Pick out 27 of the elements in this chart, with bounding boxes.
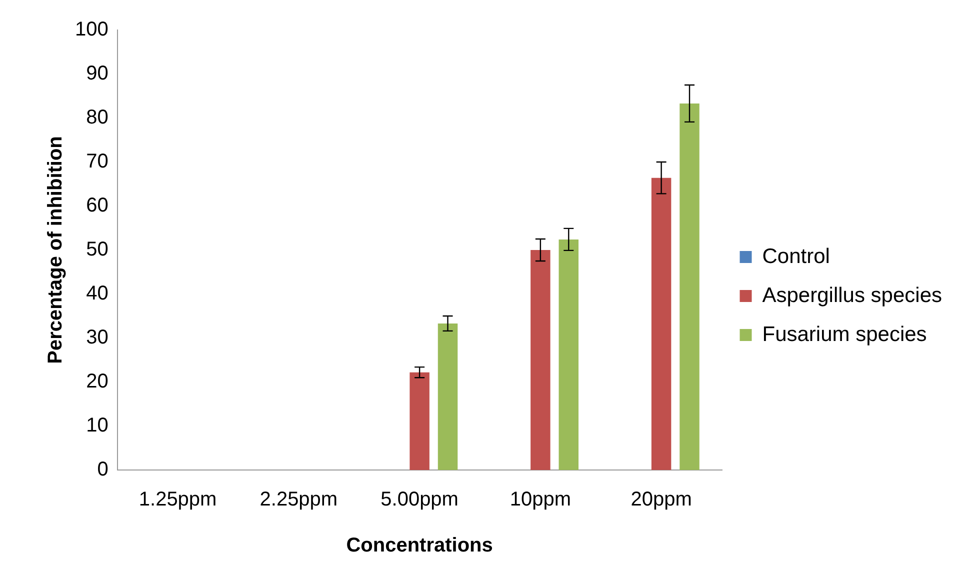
legend-label: Fusarium species [762, 322, 927, 346]
y-tick-label: 10 [86, 414, 108, 437]
x-tick-label: 2.25ppm [260, 488, 338, 511]
y-tick-label: 60 [86, 194, 108, 217]
x-tick-label: 10ppm [510, 488, 572, 511]
x-tick-label: 1.25ppm [138, 488, 217, 511]
y-tick-label: 20 [86, 370, 108, 393]
y-tick-label: 90 [86, 62, 108, 85]
bar [680, 103, 700, 470]
bar [438, 323, 458, 470]
y-tick-label: 80 [86, 106, 108, 129]
y-tick-label: 100 [74, 18, 108, 41]
y-tick-label: 40 [86, 282, 108, 305]
legend-label: Aspergillus species [762, 284, 942, 307]
y-tick-label: 50 [86, 238, 108, 261]
bar [558, 239, 579, 470]
legend-label: Control [762, 244, 830, 268]
bar [410, 372, 430, 470]
y-tick-label: 0 [97, 458, 108, 481]
bar [651, 178, 672, 470]
y-tick-label: 30 [86, 326, 108, 349]
y-axis-title: Percentage of inhibition [44, 136, 67, 364]
x-tick-label: 5.00ppm [380, 488, 458, 511]
x-axis-title: Concentrations [346, 534, 493, 557]
x-tick-label: 20ppm [630, 488, 692, 511]
bar [530, 250, 550, 470]
y-tick-label: 70 [86, 150, 108, 173]
